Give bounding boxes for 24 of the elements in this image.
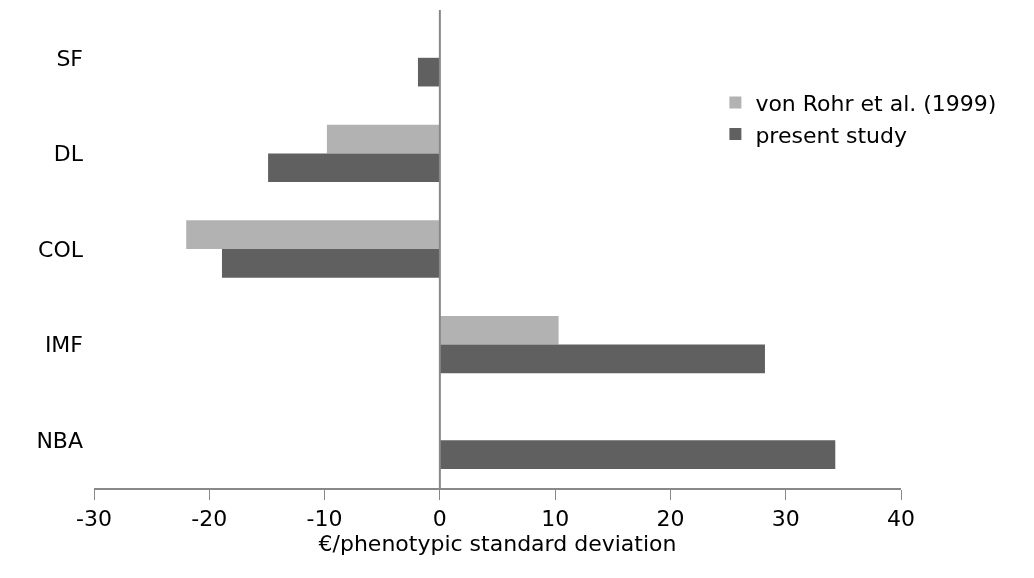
x-tick-label: 0 — [432, 506, 447, 532]
bar — [417, 57, 440, 87]
bar — [186, 220, 440, 249]
x-axis-title: €/phenotypic standard deviation — [318, 531, 677, 557]
y-tick-label: IMF — [44, 332, 83, 358]
bar — [439, 315, 559, 345]
x-tick-label: 20 — [656, 506, 685, 532]
bar — [268, 153, 440, 183]
x-tick-label: 40 — [887, 506, 915, 532]
bar — [439, 440, 836, 469]
x-tick-label: -20 — [191, 506, 228, 532]
y-tick-label: NBA — [36, 427, 83, 453]
bar — [439, 344, 765, 374]
y-tick-label: DL — [53, 141, 84, 167]
x-tick-label: 10 — [541, 506, 570, 532]
bar — [326, 124, 440, 154]
legend-label: present study — [755, 122, 908, 148]
x-tick-label: -10 — [306, 506, 343, 532]
legend-label: von Rohr et al. (1999) — [755, 91, 997, 117]
y-tick-label: COL — [38, 236, 84, 262]
y-tick-label: SF — [56, 45, 83, 71]
bar — [221, 249, 440, 278]
x-tick-label: -30 — [76, 506, 112, 532]
x-tick-label: 30 — [771, 506, 800, 532]
